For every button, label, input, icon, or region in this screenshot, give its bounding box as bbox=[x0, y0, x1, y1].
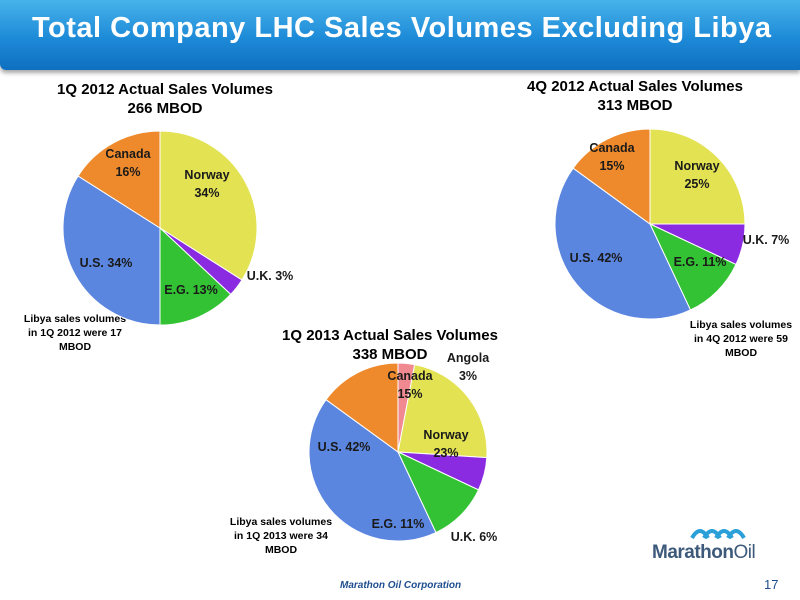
chart3-slice-us bbox=[308, 398, 437, 542]
chart3-label-eg: E.G. 11% bbox=[372, 517, 425, 531]
chart1-slice-us bbox=[62, 175, 161, 326]
chart1-title-block: 1Q 2012 Actual Sales Volumes 266 MBOD bbox=[30, 80, 300, 118]
chart2-label-uk: U.K. 7% bbox=[743, 233, 790, 247]
chart3-title: 1Q 2013 Actual Sales Volumes bbox=[282, 327, 498, 344]
chart2-subtitle: 313 MBOD bbox=[597, 97, 673, 114]
chart1-label-eg: E.G. 13% bbox=[164, 283, 218, 297]
chart3-note: Libya sales volumes in 1Q 2013 were 34 M… bbox=[229, 516, 333, 556]
chart1-label-canada-value: 16% bbox=[115, 165, 140, 179]
chart1-subtitle: 266 MBOD bbox=[127, 100, 203, 117]
logo-wave-icon bbox=[690, 529, 746, 540]
chart3-slice-norway bbox=[397, 363, 488, 459]
logo-wordmark: MarathonOil bbox=[652, 542, 756, 563]
chart1-title: 1Q 2012 Actual Sales Volumes bbox=[57, 81, 273, 98]
chart2-label-norway-name: Norway bbox=[674, 159, 719, 173]
chart2-label-norway-value: 25% bbox=[684, 177, 709, 191]
chart3-title-block: 1Q 2013 Actual Sales Volumes 338 MBOD bbox=[255, 326, 525, 364]
chart1-note: Libya sales volumes in 1Q 2012 were 17 M… bbox=[23, 313, 127, 353]
chart3-subtitle: 338 MBOD bbox=[352, 346, 428, 363]
chart3-slice-canada bbox=[325, 362, 399, 453]
title-banner: Total Company LHC Sales Volumes Excludin… bbox=[0, 0, 800, 70]
chart3-label-canada-value: 15% bbox=[397, 387, 422, 401]
chart1-label-norway-name: Norway bbox=[184, 168, 229, 182]
chart1-label-canada-name: Canada bbox=[105, 147, 151, 161]
chart1-label-uk: U.K. 3% bbox=[247, 269, 294, 283]
chart3-label-uk: U.K. 6% bbox=[451, 530, 498, 544]
page-number: 17 bbox=[764, 577, 779, 592]
footer-company: Marathon Oil Corporation bbox=[340, 580, 462, 591]
chart2-label-eg: E.G. 11% bbox=[674, 255, 727, 269]
chart3-label-norway-value: 23% bbox=[433, 446, 458, 460]
chart1-label-norway-value: 34% bbox=[194, 186, 219, 200]
chart2-slice-eg bbox=[648, 222, 737, 311]
chart3-label-canada-name: Canada bbox=[387, 369, 433, 383]
chart1-slice-eg bbox=[159, 226, 232, 326]
marathon-oil-logo: MarathonOil bbox=[652, 520, 792, 570]
chart2-slice-canada bbox=[572, 128, 651, 225]
chart2-slice-norway bbox=[649, 128, 746, 225]
chart3-label-us: U.S. 42% bbox=[318, 440, 371, 454]
chart3-label-angola-value: 3% bbox=[459, 369, 477, 383]
chart3-label-norway-name: Norway bbox=[423, 428, 468, 442]
slide-title: Total Company LHC Sales Volumes Excludin… bbox=[32, 12, 772, 44]
chart2-label-canada-value: 15% bbox=[599, 159, 624, 173]
chart1-slice-canada bbox=[77, 130, 161, 229]
chart2-slice-us bbox=[554, 167, 692, 320]
chart2-label-us: U.S. 42% bbox=[570, 251, 623, 265]
chart2-title: 4Q 2012 Actual Sales Volumes bbox=[527, 78, 743, 95]
chart2-note: Libya sales volumes in 4Q 2012 were 59 M… bbox=[689, 319, 793, 359]
chart1-label-us: U.S. 34% bbox=[80, 256, 133, 270]
chart2-label-canada-name: Canada bbox=[589, 141, 635, 155]
chart1-slice-norway bbox=[159, 130, 258, 281]
chart3-label-angola-name: Angola bbox=[447, 351, 490, 365]
chart2-title-block: 4Q 2012 Actual Sales Volumes 313 MBOD bbox=[500, 77, 770, 115]
